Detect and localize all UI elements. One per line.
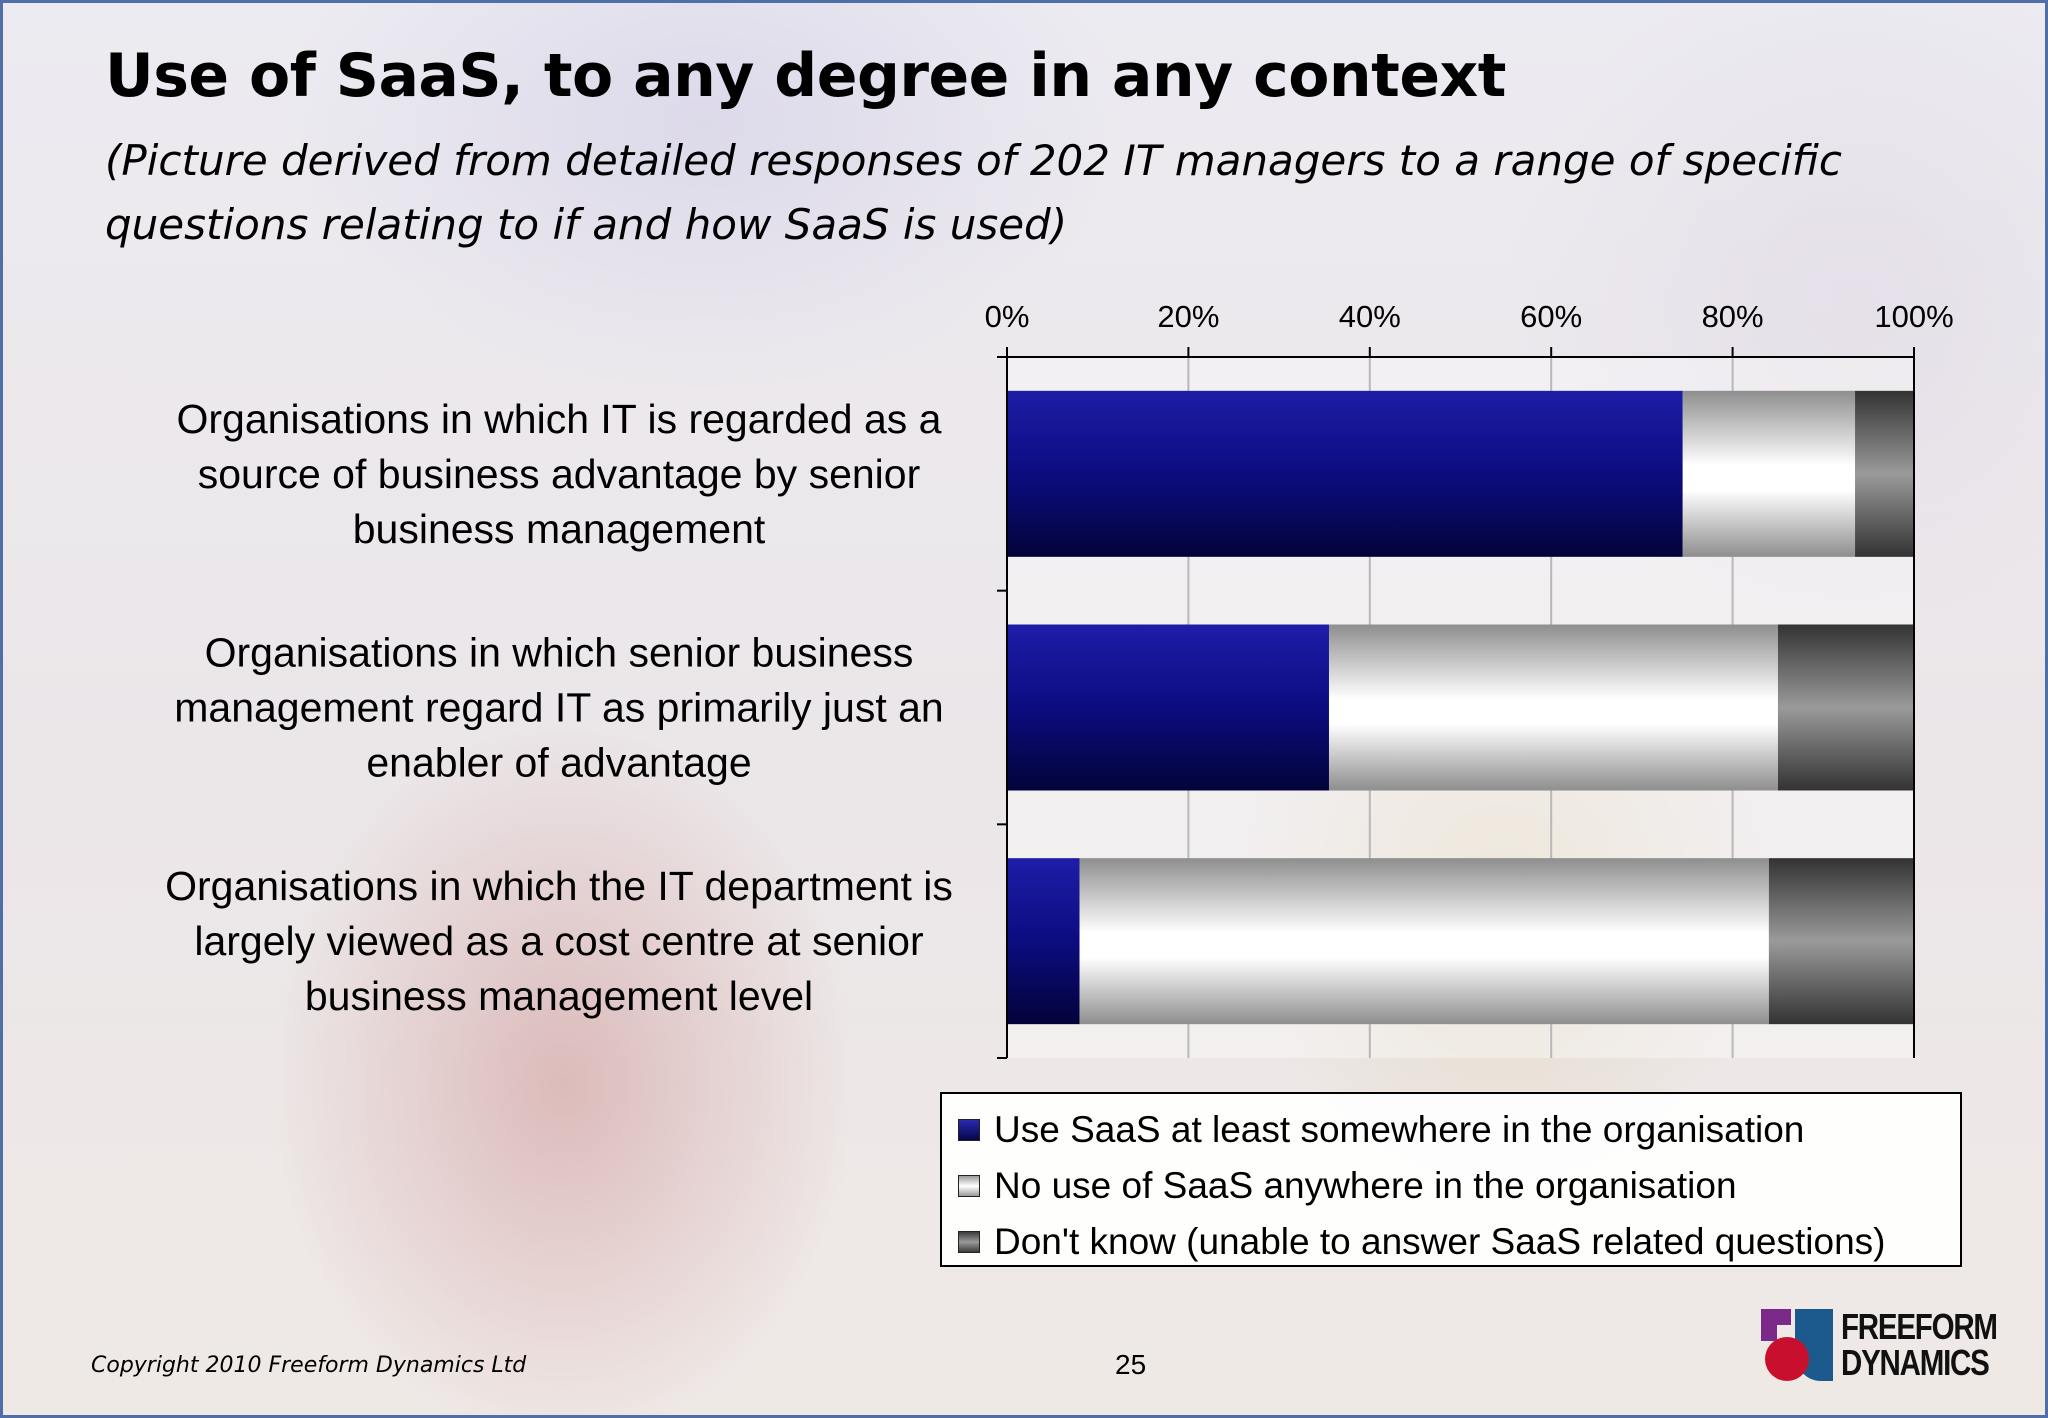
logo-mark-icon — [1761, 1309, 1833, 1381]
legend-swatch-dont-know — [958, 1231, 980, 1253]
logo-text: FREEFORM DYNAMICS — [1841, 1306, 1998, 1383]
bar-segment-s2-c2 — [1768, 858, 1914, 1025]
legend-item-no-use-saas: No use of SaaS anywhere in the organisat… — [942, 1158, 1960, 1214]
logo-line-2: DYNAMICS — [1841, 1342, 1990, 1383]
x-tick-label: 80% — [1702, 299, 1764, 334]
bar-segment-s2-c0 — [1855, 390, 1914, 557]
bar-segment-s1-c2 — [1079, 858, 1769, 1025]
copyright-notice: Copyright 2010 Freeform Dynamics Ltd — [91, 1353, 527, 1378]
axes: 0% 20% 40% 60% 80% 100% — [985, 299, 1954, 1059]
bar-segment-s2-c1 — [1777, 624, 1914, 791]
legend-swatch-use-saas — [958, 1119, 980, 1141]
legend-swatch-no-use-saas — [958, 1175, 980, 1197]
category-label: Organisations in which IT is regarded as… — [177, 396, 942, 552]
page-title: Use of SaaS, to any degree in any contex… — [105, 41, 1506, 111]
x-tick-label: 40% — [1339, 299, 1401, 334]
freeform-dynamics-logo: FREEFORM DYNAMICS — [1761, 1307, 2005, 1383]
page-subtitle: (Picture derived from detailed responses… — [105, 136, 1843, 249]
category-label: Organisations in which the IT department… — [165, 863, 953, 1019]
bar-segment-s0-c1 — [1007, 624, 1329, 791]
chart-legend: Use SaaS at least somewhere in the organ… — [940, 1092, 1962, 1267]
stacked-bar-chart: 0% 20% 40% 60% 80% 100% Organisations in whic… — [165, 299, 1954, 1059]
category-label-line: Organisations in which the IT department… — [165, 863, 953, 909]
bar-segment-s0-c2 — [1007, 858, 1080, 1025]
category-label-line: source of business advantage by senior — [198, 451, 921, 497]
category-label-line: enabler of advantage — [366, 740, 751, 786]
page-number: 25 — [1115, 1349, 1147, 1380]
bar-segment-s1-c0 — [1682, 390, 1856, 557]
legend-label: No use of SaaS anywhere in the organisat… — [994, 1165, 1737, 1206]
x-tick-label: 60% — [1520, 299, 1582, 334]
x-tick-label: 0% — [985, 299, 1030, 334]
category-label-line: management regard IT as primarily just a… — [174, 685, 943, 731]
category-label: Organisations in which senior business ma… — [174, 630, 943, 786]
x-tick-label: 20% — [1157, 299, 1219, 334]
category-label-line: Organisations in which IT is regarded as… — [177, 396, 942, 442]
bar-segment-s0-c0 — [1007, 390, 1683, 557]
bar-segment-s1-c1 — [1328, 624, 1778, 791]
category-label-line: business management level — [305, 973, 813, 1019]
bars — [1007, 390, 1914, 1025]
category-label-line: largely viewed as a cost centre at senio… — [194, 918, 923, 964]
x-tick-label: 100% — [1874, 299, 1953, 334]
legend-item-dont-know: Don't know (unable to answer SaaS relate… — [942, 1214, 1960, 1270]
legend-item-use-saas: Use SaaS at least somewhere in the organ… — [942, 1102, 1960, 1158]
category-label-line: Organisations in which senior business — [205, 630, 914, 676]
category-label-line: business management — [353, 506, 766, 552]
legend-label: Don't know (unable to answer SaaS relate… — [994, 1221, 1886, 1262]
legend-label: Use SaaS at least somewhere in the organ… — [994, 1109, 1805, 1150]
category-labels: Organisations in which IT is regarded as… — [165, 396, 953, 1019]
logo-line-1: FREEFORM — [1841, 1306, 1998, 1347]
